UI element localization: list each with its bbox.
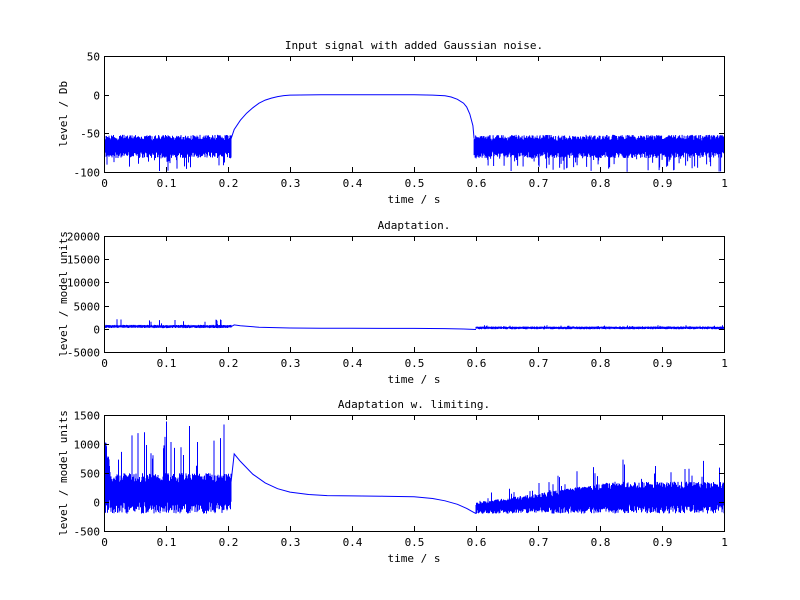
y-tick-label: 1000 [74,439,101,452]
series-adaptation-limited-curve-1 [230,452,477,515]
x-tick-label: 0.9 [653,536,673,549]
x-axis-label: time / s [388,373,441,386]
x-tick-label: 1 [721,536,728,549]
x-tick-label: 0.7 [529,357,549,370]
x-tick-label: 0 [101,177,108,190]
series-adaptation-limited-noise-0 [104,421,232,514]
x-tick-label: 0.8 [591,177,611,190]
y-axis-label: level / model units [57,231,70,357]
x-tick-label: 0 [101,357,108,370]
y-tick-label: -50 [80,128,100,141]
chart-panel-2: 0 0.1 0.2 0.3 0.4 0.5 0.6 0.7 0.8 0.9 1-5000050001… [57,219,728,386]
x-tick-label: 0.9 [653,177,673,190]
y-tick-label: 500 [80,468,100,481]
x-axis-label: time / s [388,193,441,206]
x-tick-label: 0.5 [405,357,425,370]
series-adaptation-noise-0 [104,319,232,329]
y-tick-label: 0 [93,324,100,337]
x-tick-label: 0.6 [467,177,487,190]
chart-panel-3: 0 0.1 0.2 0.3 0.4 0.5 0.6 0.7 0.8 0.9 1-5000500100… [57,398,728,565]
x-tick-label: 1 [721,357,728,370]
series-input-noise-0 [104,134,232,171]
x-tick-label: 0.4 [343,536,363,549]
chart-panel-1: 0 0.1 0.2 0.3 0.4 0.5 0.6 0.7 0.8 0.9 1 -100 -50 0 50 I… [57,39,728,206]
x-tick-label: 0.2 [219,357,239,370]
x-tick-label: 0.6 [467,357,487,370]
y-tick-label: -5000 [67,347,100,360]
axes-box [104,236,725,353]
series-adaptation-limited-noise-2 [475,459,724,514]
y-tick-label: 20000 [67,231,100,244]
y-tick-label: -500 [74,526,101,539]
x-tick-label: 0.1 [157,536,177,549]
y-tick-label: -100 [74,167,101,180]
series-input-curve-1 [230,94,475,139]
y-tick-label: 5000 [74,301,101,314]
x-tick-label: 0.1 [157,177,177,190]
x-tick-label: 0.8 [591,357,611,370]
x-tick-label: 0.3 [281,536,301,549]
series-adaptation-noise-2 [475,325,724,330]
chart-title: Adaptation. [378,219,451,232]
chart-title: Input signal with added Gaussian noise. [285,39,543,52]
x-tick-label: 0.1 [157,357,177,370]
y-tick-label: 0 [93,497,100,510]
x-tick-label: 0.3 [281,177,301,190]
x-tick-label: 0.2 [219,177,239,190]
series-input-noise-2 [473,134,724,172]
x-tick-label: 0.6 [467,536,487,549]
y-tick-label: 50 [87,51,100,64]
x-tick-label: 0.9 [653,357,673,370]
x-tick-label: 0 [101,536,108,549]
series-adaptation-curve-1 [230,324,477,330]
x-tick-label: 0.7 [529,177,549,190]
y-tick-label: 1500 [74,410,101,423]
y-axis-label: level / model units [57,410,70,536]
x-tick-label: 0.7 [529,536,549,549]
x-tick-label: 0.8 [591,536,611,549]
x-tick-label: 0.4 [343,357,363,370]
y-tick-label: 15000 [67,254,100,267]
x-tick-label: 0.4 [343,177,363,190]
x-axis-label: time / s [388,552,441,565]
x-tick-label: 0.2 [219,536,239,549]
x-tick-label: 0.3 [281,357,301,370]
x-tick-label: 0.5 [405,536,425,549]
x-tick-label: 0.5 [405,177,425,190]
y-tick-label: 0 [93,90,100,103]
chart-title: Adaptation w. limiting. [338,398,490,411]
y-tick-label: 10000 [67,277,100,290]
x-tick-label: 1 [721,177,728,190]
y-axis-label: level / Db [57,81,70,147]
